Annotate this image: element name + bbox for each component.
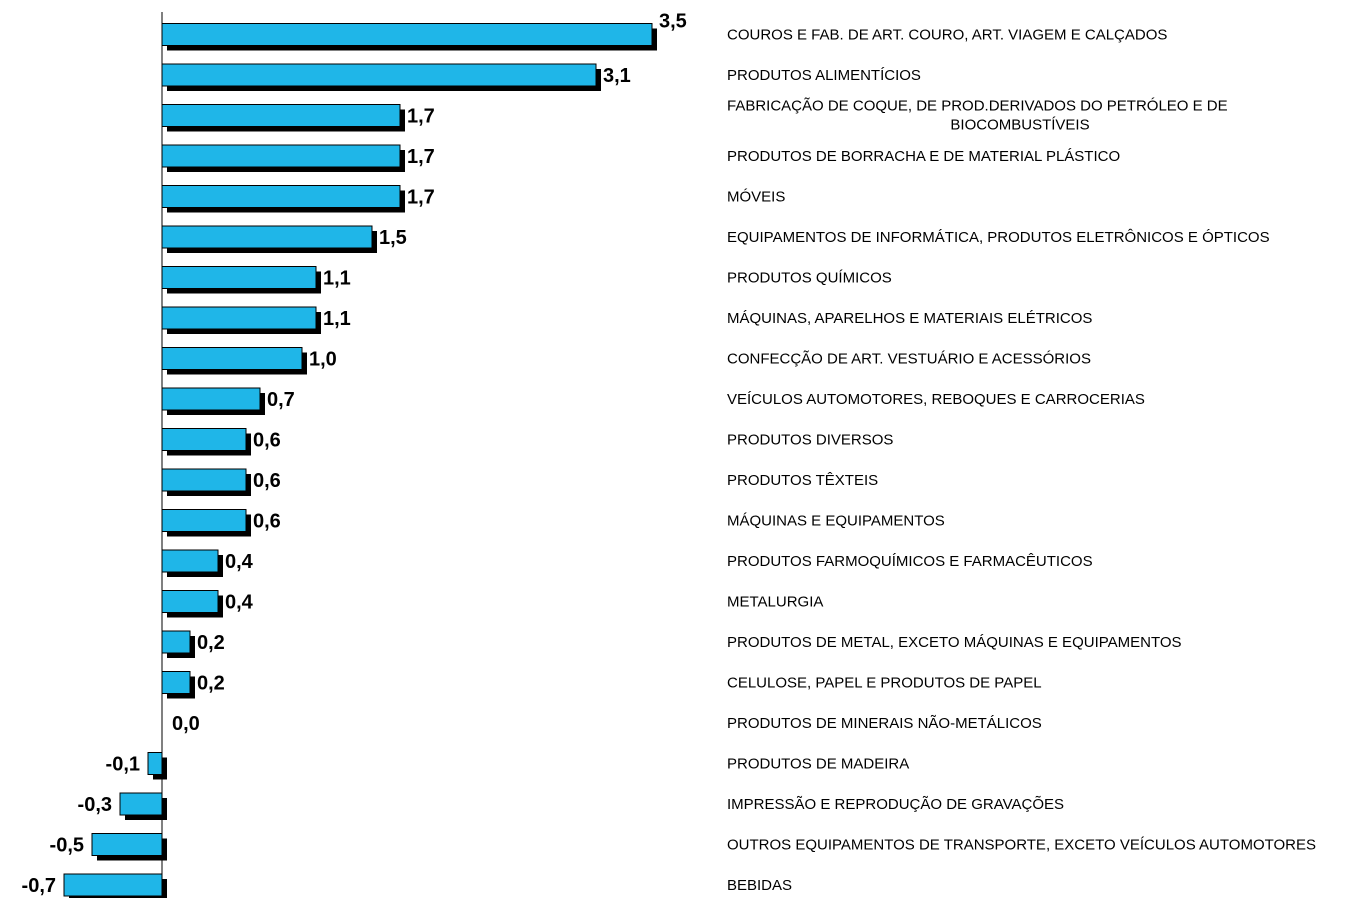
value-label: -0,5	[50, 835, 84, 857]
bar	[161, 549, 219, 573]
value-labels-layer: 3,53,11,71,71,71,51,11,11,00,70,60,60,60…	[22, 11, 687, 898]
category-label: VEÍCULOS AUTOMOTORES, REBOQUES E CARROCE…	[727, 391, 1145, 408]
value-label: 0,7	[267, 389, 295, 411]
category-label: MÁQUINAS E EQUIPAMENTOS	[727, 513, 945, 530]
bars-layer	[63, 23, 657, 898]
bar	[161, 185, 401, 208]
category-label: PRODUTOS QUÍMICOS	[727, 270, 892, 287]
value-label: 1,7	[407, 106, 435, 128]
category-label: PRODUTOS DIVERSOS	[727, 432, 893, 449]
value-label: 1,5	[379, 227, 407, 249]
bar	[161, 306, 317, 330]
category-label: PRODUTOS DE MADEIRA	[727, 756, 909, 773]
category-label: PRODUTOS TÊXTEIS	[727, 472, 878, 489]
bar	[161, 387, 261, 411]
bar	[161, 428, 247, 451]
bar	[147, 752, 163, 775]
value-label: 0,4	[225, 551, 254, 573]
value-label: 3,1	[603, 65, 631, 87]
bar	[161, 63, 597, 87]
bar	[161, 671, 191, 694]
category-label: CELULOSE, PAPEL E PRODUTOS DE PAPEL	[727, 675, 1042, 692]
category-label: MÁQUINAS, APARELHOS E MATERIAIS ELÉTRICO…	[727, 310, 1092, 327]
bar	[161, 23, 653, 46]
value-label: 0,6	[253, 511, 281, 533]
value-label: 1,1	[323, 308, 351, 330]
bar	[161, 509, 247, 532]
bar	[119, 792, 163, 816]
bar	[63, 873, 163, 897]
bar	[161, 630, 191, 654]
category-label: METALURGIA	[727, 594, 823, 611]
value-label: -0,1	[106, 754, 140, 776]
category-label: PRODUTOS DE MINERAIS NÃO-METÁLICOS	[727, 715, 1042, 732]
value-label: 1,7	[407, 187, 435, 209]
category-label: MÓVEIS	[727, 189, 785, 206]
category-label: PRODUTOS FARMOQUÍMICOS E FARMACÊUTICOS	[727, 553, 1093, 570]
category-label: FABRICAÇÃO DE COQUE, DE PROD.DERIVADOS D…	[727, 98, 1228, 134]
bar	[161, 266, 317, 289]
value-label: 0,6	[253, 470, 281, 492]
category-label: PRODUTOS DE BORRACHA E DE MATERIAL PLÁST…	[727, 148, 1120, 165]
value-label: 1,1	[323, 268, 351, 290]
bar	[161, 225, 373, 249]
value-label: -0,3	[78, 794, 112, 816]
value-label: 0,2	[197, 632, 225, 654]
value-label: 3,5	[659, 11, 687, 33]
category-label: PRODUTOS ALIMENTÍCIOS	[727, 67, 921, 84]
bar	[91, 833, 163, 856]
bar	[161, 468, 247, 492]
value-label: 1,0	[309, 349, 337, 371]
category-label: OUTROS EQUIPAMENTOS DE TRANSPORTE, EXCET…	[727, 837, 1316, 854]
category-label: PRODUTOS DE METAL, EXCETO MÁQUINAS E EQU…	[727, 634, 1182, 651]
value-label: 0,4	[225, 592, 254, 614]
bar	[161, 590, 219, 613]
category-label: CONFECÇÃO DE ART. VESTUÁRIO E ACESSÓRIOS	[727, 351, 1091, 368]
category-label: IMPRESSÃO E REPRODUÇÃO DE GRAVAÇÕES	[727, 796, 1064, 813]
value-label: 1,7	[407, 146, 435, 168]
category-label: BEBIDAS	[727, 877, 792, 894]
bar	[161, 347, 303, 370]
value-label: 0,6	[253, 430, 281, 452]
category-label: EQUIPAMENTOS DE INFORMÁTICA, PRODUTOS EL…	[727, 229, 1270, 246]
bar	[161, 144, 401, 168]
value-label: 0,2	[197, 673, 225, 695]
value-label: 0,0	[172, 713, 200, 735]
value-label: -0,7	[22, 875, 56, 897]
bar	[161, 104, 401, 127]
category-labels-layer: COUROS E FAB. DE ART. COURO, ART. VIAGEM…	[727, 27, 1316, 895]
category-label: COUROS E FAB. DE ART. COURO, ART. VIAGEM…	[727, 27, 1167, 44]
